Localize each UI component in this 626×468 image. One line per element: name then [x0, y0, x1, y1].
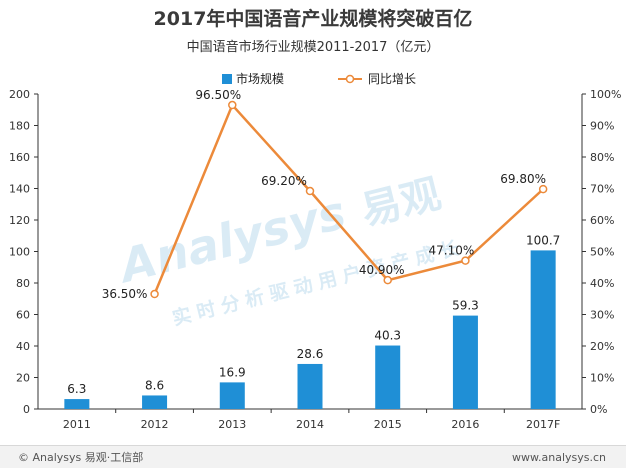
y-right-tick-label: 10%: [590, 372, 614, 385]
growth-value-label: 96.50%: [195, 88, 241, 102]
y-right-tick-label: 50%: [590, 246, 614, 259]
y-left-tick-label: 80: [16, 277, 30, 290]
bar-value-label: 6.3: [67, 382, 86, 396]
growth-point-2013: [228, 100, 237, 110]
x-tick-label: 2013: [218, 418, 246, 431]
y-right-tick-label: 80%: [590, 151, 614, 164]
y-right-tick-label: 20%: [590, 340, 614, 353]
bar-2012: [142, 395, 168, 409]
y-left-tick-label: 20: [16, 372, 30, 385]
growth-line: [153, 102, 544, 295]
bar-value-label: 16.9: [219, 365, 246, 379]
y-left-tick-label: 180: [9, 120, 30, 133]
bar-2013: [219, 382, 245, 409]
footer-url: www.analysys.cn: [512, 450, 606, 464]
growth-point-2016: [461, 256, 470, 265]
y-left-tick-label: 0: [23, 403, 30, 416]
x-tick-label: 2015: [374, 418, 402, 431]
bar-value-label: 28.6: [297, 347, 324, 361]
chart-subtitle: 中国语音市场行业规模2011-2017（亿元）: [186, 40, 440, 55]
legend-bar-swatch: [222, 74, 232, 84]
y-left-tick-label: 120: [9, 214, 30, 227]
legend-line-label: 同比增长: [368, 72, 416, 86]
growth-point-2012: [150, 289, 159, 299]
x-tick-label: 2012: [141, 418, 169, 431]
growth-value-label: 69.20%: [261, 174, 307, 188]
x-tick-label: 2011: [63, 418, 91, 431]
bar-2011: [64, 399, 90, 409]
y-right-tick-label: 30%: [590, 309, 614, 322]
y-left-tick-label: 100: [9, 246, 30, 259]
bar-value-label: 59.3: [452, 299, 479, 313]
growth-value-label: 40.90%: [359, 263, 405, 277]
y-right-tick-label: 0%: [590, 403, 607, 416]
y-right-tick-label: 100%: [590, 88, 621, 101]
growth-value-label: 36.50%: [102, 287, 148, 301]
x-tick-label: 2014: [296, 418, 324, 431]
x-tick-label: 2017F: [526, 418, 560, 431]
bar-2014: [297, 363, 323, 409]
growth-value-label: 69.80%: [500, 172, 546, 186]
bar-2015: [375, 345, 401, 409]
y-right-tick-label: 60%: [590, 214, 614, 227]
legend-bar-label: 市场规模: [236, 71, 284, 86]
y-left-tick-label: 60: [16, 309, 30, 322]
y-left-tick-label: 160: [9, 151, 30, 164]
bar-2017F: [530, 250, 556, 409]
y-left-tick-label: 140: [9, 183, 30, 196]
y-right-tick-label: 70%: [590, 183, 614, 196]
bar-value-label: 40.3: [374, 329, 401, 343]
growth-point-2015: [383, 275, 392, 285]
legend-line-marker: [345, 74, 355, 84]
bar-value-label: 8.6: [145, 378, 164, 392]
footer-bar: © Analysys 易观·工信部 www.analysys.cn: [0, 445, 626, 468]
chart-title: 2017年中国语音产业规模将突破百亿: [153, 8, 473, 30]
bar-value-label: 100.7: [526, 233, 560, 247]
y-left-tick-label: 40: [16, 340, 30, 353]
x-tick-label: 2016: [451, 418, 479, 431]
growth-value-label: 47.10%: [429, 244, 475, 258]
bar-2016: [452, 315, 478, 409]
footer-copyright: © Analysys 易观·工信部: [18, 451, 144, 464]
combo-chart: 0 20 40 60 80 100 120 140 160 180 200 0% 10% 20% 30% 40…: [9, 71, 621, 431]
growth-point-2014: [305, 186, 315, 196]
growth-point-2017F: [538, 184, 548, 194]
y-right-tick-label: 40%: [590, 277, 614, 290]
y-right-tick-label: 90%: [590, 120, 614, 133]
y-left-tick-label: 200: [9, 88, 30, 101]
